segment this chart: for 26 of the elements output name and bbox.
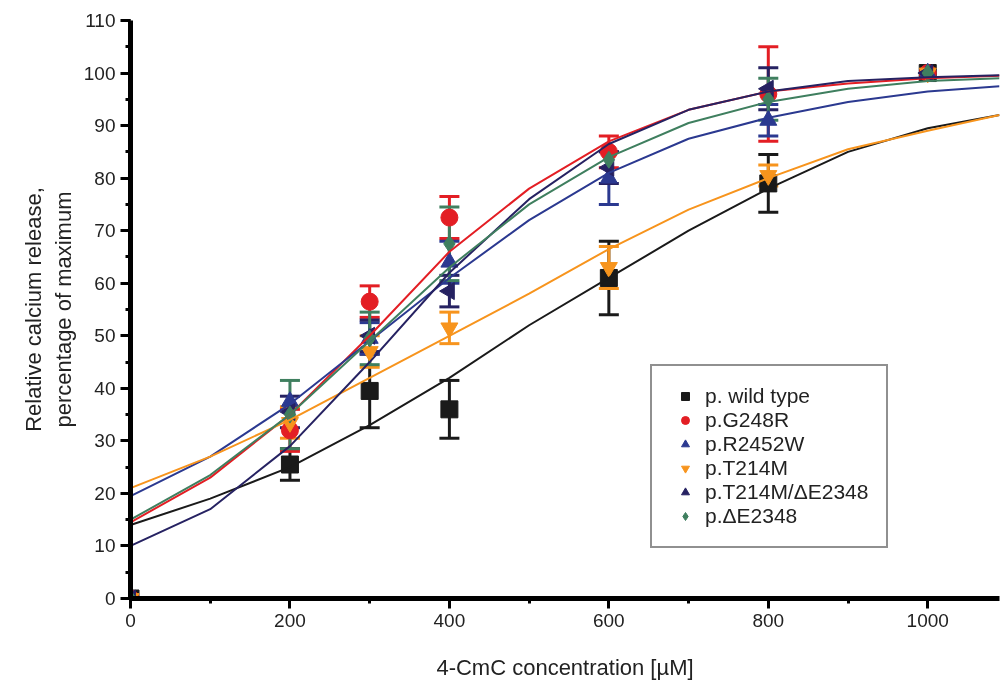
y-tick-label: 70 bbox=[94, 220, 116, 242]
legend-label: p.T214M/ΔE2348 bbox=[705, 480, 869, 504]
x-tick-label: 600 bbox=[593, 609, 625, 631]
y-tick-label: 60 bbox=[94, 272, 116, 294]
y-axis-title: Relative calcium release, percentage of maximum bbox=[20, 187, 76, 432]
y-tick-label: 90 bbox=[94, 115, 116, 137]
legend-label: p.G248R bbox=[705, 408, 790, 432]
legend-label: p.ΔE2348 bbox=[705, 504, 798, 528]
y-tick-label: 100 bbox=[83, 62, 116, 84]
y-tick-label: 0 bbox=[104, 588, 116, 609]
y-tick-label: 40 bbox=[94, 377, 116, 399]
y-tick-label: 110 bbox=[85, 10, 116, 31]
legend-label: p.T214M bbox=[705, 456, 788, 480]
x-tick-label: 800 bbox=[752, 609, 785, 631]
x-tick-label: 0 bbox=[125, 609, 136, 631]
x-tick-label: 400 bbox=[433, 609, 466, 631]
x-tick-label: 1000 bbox=[906, 609, 949, 631]
legend-label: p. wild type bbox=[705, 384, 811, 408]
y-tick-label: 50 bbox=[94, 325, 116, 347]
y-tick-label: 80 bbox=[94, 167, 116, 189]
legend-label: p.R2452W bbox=[705, 432, 805, 456]
y-tick-label: 10 bbox=[94, 535, 116, 557]
y-tick-label: 20 bbox=[94, 482, 116, 504]
y-tick-label: 30 bbox=[94, 430, 116, 452]
x-tick-label: 200 bbox=[274, 609, 306, 631]
x-axis-title: 4-CmC concentration [µM] bbox=[436, 654, 694, 680]
